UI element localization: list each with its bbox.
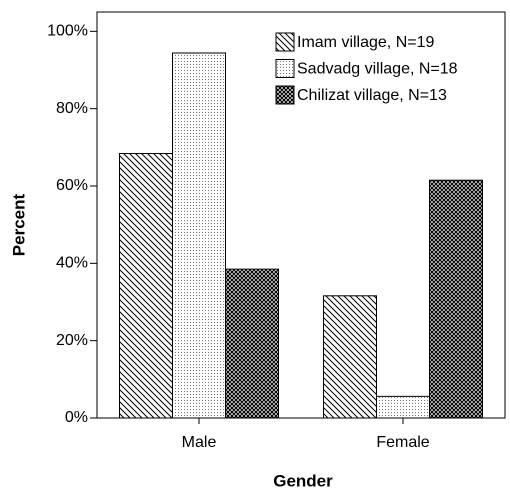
legend-label: Imam village, N=19 [297,34,434,51]
x-axis-title: Gender [273,471,333,490]
bar [225,268,279,419]
y-axis-title: Percent [9,193,28,256]
y-tick-label: 0% [65,409,88,426]
y-tick-label: 20% [56,332,88,349]
bar [429,179,483,419]
bar [172,52,226,419]
y-tick-label: 60% [56,177,88,194]
x-tick-label: Female [376,434,429,451]
y-tick-label: 80% [56,100,88,117]
legend-swatch [275,59,295,78]
legend-swatch [275,32,295,52]
bar [119,153,173,419]
bar [376,395,430,419]
y-tick-label: 100% [47,23,88,40]
legend-label: Chilizat village, N=13 [297,87,447,104]
bar [323,295,377,419]
legend-swatch [275,85,295,105]
plot-frame [96,11,506,419]
legend-label: Sadvadg village, N=18 [297,61,458,78]
y-tick-label: 40% [56,255,88,272]
x-tick-label: Male [182,434,217,451]
